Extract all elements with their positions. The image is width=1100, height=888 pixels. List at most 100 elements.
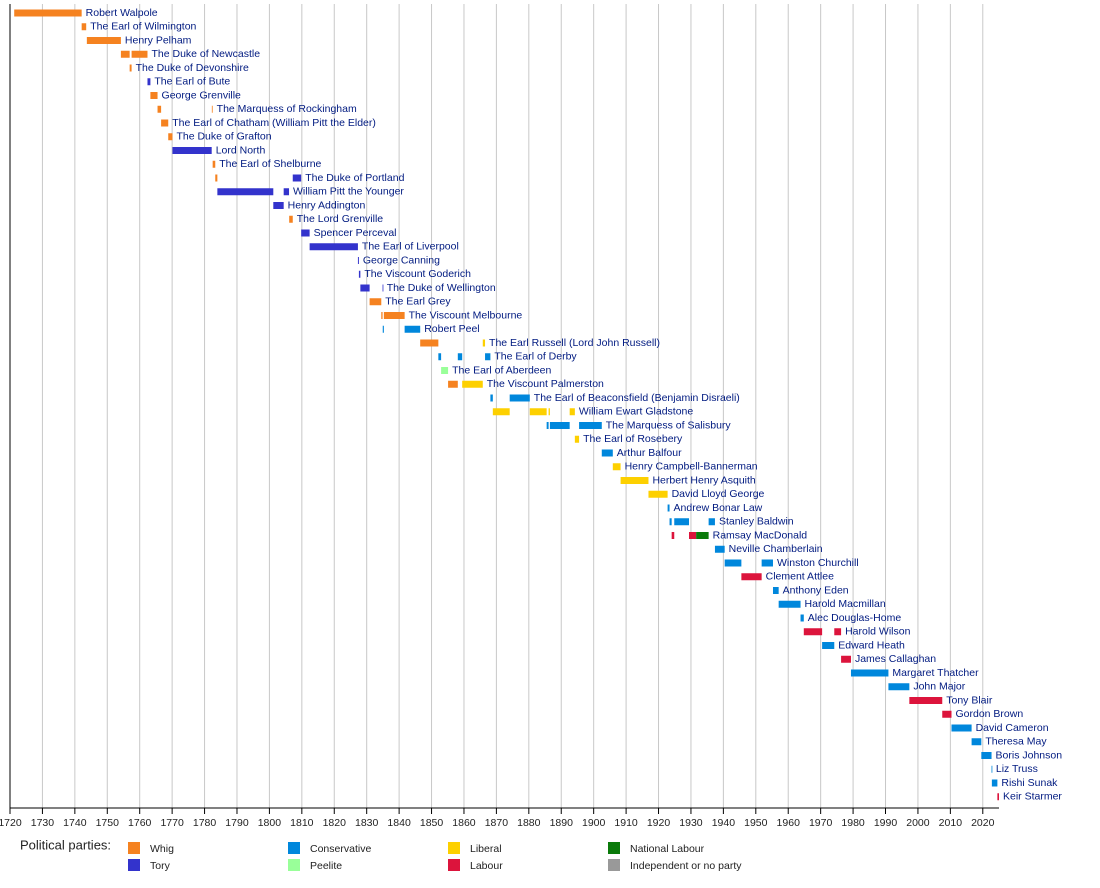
term-bar (482, 339, 486, 347)
term-bar (86, 37, 121, 44)
pm-label: David Cameron (976, 722, 1049, 734)
term-bar (358, 270, 361, 278)
x-tick-label: 1960 (777, 817, 801, 829)
term-bar (289, 215, 293, 223)
term-bar (667, 504, 670, 512)
term-bar (529, 408, 547, 416)
term-bar (620, 477, 649, 484)
term-bar (161, 119, 169, 127)
pm-label: James Callaghan (855, 653, 936, 665)
x-tick-label: 1970 (809, 817, 833, 829)
pm-label: The Marquess of Rockingham (217, 103, 357, 115)
pm-label: Winston Churchill (777, 557, 859, 569)
x-tick-label: 1720 (0, 817, 22, 829)
pm-label: Neville Chamberlain (729, 543, 823, 555)
x-tick-label: 1950 (744, 817, 768, 829)
pm-label: William Pitt the Younger (293, 186, 404, 198)
term-bar (81, 23, 87, 31)
term-bar (888, 683, 910, 691)
x-tick-label: 2010 (939, 817, 963, 829)
x-tick-label: 1890 (550, 817, 574, 829)
term-bar (971, 738, 982, 746)
pm-label: Lord North (216, 144, 266, 156)
term-bar (509, 394, 530, 402)
pm-label: Rishi Sunak (1001, 777, 1058, 789)
legend-swatch (128, 859, 140, 871)
term-bar (669, 518, 672, 526)
pm-label: Theresa May (985, 736, 1047, 748)
x-tick-label: 1730 (31, 817, 55, 829)
term-bar (579, 422, 602, 429)
pm-label: Boris Johnson (996, 749, 1063, 761)
x-tick-label: 2020 (971, 817, 995, 829)
legend-label: National Labour (630, 843, 705, 855)
term-bar (569, 408, 575, 416)
legend-label: Labour (470, 860, 503, 872)
term-bar (360, 284, 370, 292)
legend-label: Conservative (310, 843, 371, 855)
term-bar (648, 490, 668, 498)
pm-label: David Lloyd George (672, 488, 765, 500)
term-bar (283, 188, 290, 196)
term-bar (772, 587, 779, 594)
x-tick-label: 1940 (712, 817, 736, 829)
pm-label: The Viscount Melbourne (409, 309, 523, 321)
term-bar (492, 408, 510, 416)
x-tick-label: 1750 (96, 817, 120, 829)
x-tick-label: 1870 (485, 817, 509, 829)
pm-label: The Duke of Portland (305, 172, 404, 184)
term-bar (800, 614, 804, 622)
pm-label: Keir Starmer (1003, 791, 1062, 803)
term-bar (689, 532, 697, 539)
pm-label: Henry Campbell-Bannerman (625, 461, 758, 473)
pm-label: Stanley Baldwin (719, 516, 794, 528)
term-bar (131, 50, 148, 58)
pm-label: Herbert Henry Asquith (652, 474, 755, 486)
term-bar (309, 243, 358, 251)
legend-swatch (608, 859, 620, 871)
x-tick-label: 1850 (420, 817, 444, 829)
term-bar (822, 642, 835, 649)
pm-label: William Ewart Gladstone (579, 406, 694, 418)
x-tick-label: 1830 (355, 817, 379, 829)
term-bar (490, 394, 493, 402)
pm-label: Harold Wilson (845, 626, 911, 638)
pm-label: Robert Walpole (86, 7, 158, 19)
term-bar (357, 257, 359, 264)
pm-label: Margaret Thatcher (892, 667, 979, 679)
term-bar (601, 449, 613, 457)
legend-swatch (288, 859, 300, 871)
legend-label: Independent or no party (630, 860, 742, 872)
term-bar (574, 435, 580, 443)
pm-label: The Marquess of Salisbury (606, 419, 732, 431)
pm-label: George Canning (363, 254, 440, 266)
x-tick-label: 1790 (225, 817, 249, 829)
term-bar (671, 532, 675, 539)
pm-label: Arthur Balfour (617, 447, 682, 459)
term-bar (448, 380, 458, 388)
x-tick-label: 1760 (128, 817, 152, 829)
pm-label: The Earl of Rosebery (583, 433, 683, 445)
term-bar (951, 724, 972, 732)
term-bar (215, 174, 218, 182)
term-bar (778, 600, 801, 608)
term-bar (981, 752, 992, 759)
x-tick-label: 1900 (582, 817, 606, 829)
pm-label: The Earl of Derby (494, 351, 577, 363)
pm-label: John Major (913, 681, 965, 693)
term-bar (708, 518, 715, 526)
legend-label: Peelite (310, 860, 342, 872)
legend-swatch (128, 842, 140, 854)
term-bar (14, 9, 82, 17)
term-bar (211, 105, 213, 113)
term-bar (382, 284, 384, 292)
pm-label: Andrew Bonar Law (674, 502, 763, 514)
pm-label: Clement Attlee (766, 571, 834, 583)
pm-label: The Earl of Beaconsfield (Benjamin Disra… (534, 392, 740, 404)
x-tick-label: 1770 (160, 817, 184, 829)
pm-label: Liz Truss (996, 763, 1038, 775)
pm-label: Gordon Brown (955, 708, 1023, 720)
term-bar (546, 422, 549, 429)
pm-label: The Earl of Liverpool (362, 241, 459, 253)
term-bar (761, 559, 773, 567)
